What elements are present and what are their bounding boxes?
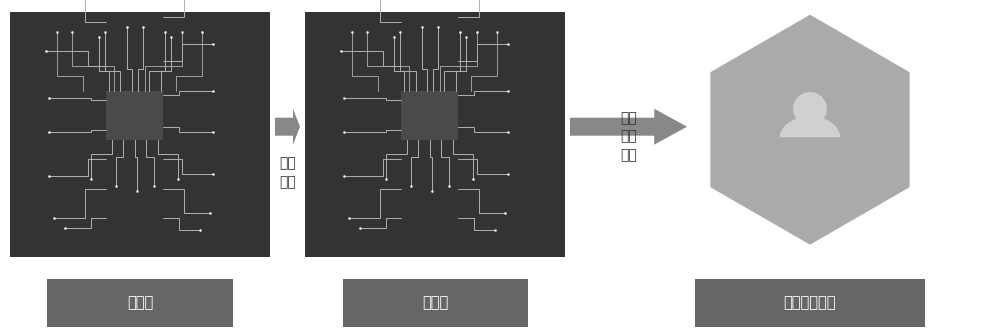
Bar xyxy=(305,12,565,257)
Circle shape xyxy=(793,92,827,126)
FancyArrow shape xyxy=(275,109,300,145)
FancyArrow shape xyxy=(570,109,687,145)
Text: 测试
评价
调整: 测试 评价 调整 xyxy=(620,111,637,162)
Bar xyxy=(47,279,232,327)
Text: 训练集: 训练集 xyxy=(127,295,153,311)
Text: 训练
学习: 训练 学习 xyxy=(279,157,296,189)
Bar xyxy=(401,90,458,139)
Polygon shape xyxy=(710,15,910,245)
Text: 智能筛查系统: 智能筛查系统 xyxy=(784,295,836,311)
Bar xyxy=(106,90,163,139)
Bar xyxy=(695,279,925,327)
Bar xyxy=(10,12,270,257)
Text: 测试集: 测试集 xyxy=(422,295,448,311)
Polygon shape xyxy=(780,116,840,137)
Bar xyxy=(342,279,528,327)
